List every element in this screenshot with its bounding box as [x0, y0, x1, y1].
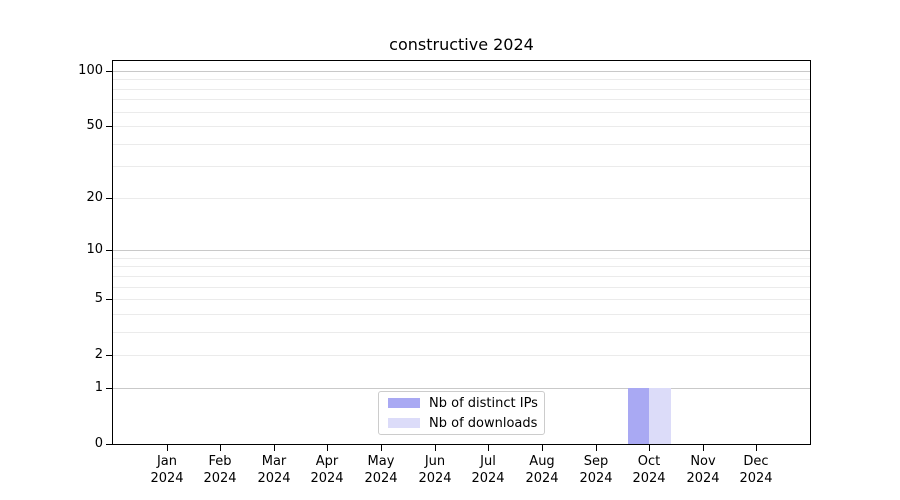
y-axis-tick: [106, 355, 112, 356]
grid-line-minor: [113, 332, 810, 333]
y-axis-tick-label: 100: [78, 63, 103, 78]
x-axis-tick: [327, 445, 328, 451]
bar-layer: [113, 61, 810, 444]
legend-swatch-downloads: [388, 418, 420, 428]
x-axis-tick: [756, 445, 757, 451]
x-axis-tick: [703, 445, 704, 451]
grid-line-minor: [113, 89, 810, 90]
y-axis-tick-label: 20: [86, 190, 103, 205]
grid-line-major: [113, 71, 810, 72]
y-axis-tick-label: 10: [86, 242, 103, 257]
grid-line-minor: [113, 126, 810, 127]
grid-line-minor: [113, 355, 810, 356]
y-axis-tick: [106, 250, 112, 251]
x-axis-tick: [649, 445, 650, 451]
grid-line-minor: [113, 112, 810, 113]
x-axis-tick-label: Dec 2024: [739, 454, 773, 486]
grid-line-minor: [113, 99, 810, 100]
grid-line-minor: [113, 276, 810, 277]
x-axis-tick-label: Sep 2024: [579, 454, 613, 486]
grid-line-minor: [113, 299, 810, 300]
x-axis-tick-label: Feb 2024: [203, 454, 237, 486]
x-axis-tick: [542, 445, 543, 451]
grid-layer: [113, 61, 810, 444]
y-axis-tick-label: 0: [94, 436, 103, 451]
y-axis-tick: [106, 388, 112, 389]
x-axis-tick-label: Mar 2024: [257, 454, 291, 486]
x-axis-tick-label: Apr 2024: [310, 454, 344, 486]
x-axis-tick-label: Jan 2024: [150, 454, 184, 486]
grid-line-minor: [113, 79, 810, 80]
legend-label-distinct-ips: Nb of distinct IPs: [429, 395, 538, 411]
chart-title: constructive 2024: [389, 35, 534, 54]
legend: Nb of distinct IPs Nb of downloads: [378, 391, 545, 435]
x-axis-tick: [167, 445, 168, 451]
y-axis-tick: [106, 299, 112, 300]
grid-line-minor: [113, 144, 810, 145]
y-axis-tick-label: 2: [94, 347, 103, 362]
y-axis-tick: [106, 71, 112, 72]
grid-line-minor: [113, 166, 810, 167]
y-axis-tick: [106, 444, 112, 445]
legend-item-downloads: Nb of downloads: [388, 415, 538, 431]
legend-item-distinct-ips: Nb of distinct IPs: [388, 395, 538, 411]
grid-line-minor: [113, 314, 810, 315]
x-axis-tick-label: May 2024: [364, 454, 398, 486]
y-axis-tick-label: 50: [86, 118, 103, 133]
grid-line-major: [113, 250, 810, 251]
axis-layer: 0 1 2 5 10 20 50 100 Jan 2024 Feb 2024 Mar 2024 Apr…: [78, 61, 810, 486]
x-axis-tick-label: Jun 2024: [418, 454, 452, 486]
bar-nb-of-downloads: [649, 387, 671, 444]
y-axis-tick-label: 5: [94, 291, 103, 306]
x-axis-tick-label: Oct 2024: [632, 454, 666, 486]
grid-line-major: [113, 388, 810, 389]
grid-line-minor: [113, 258, 810, 259]
x-axis-tick: [220, 445, 221, 451]
y-axis-tick: [106, 126, 112, 127]
bar-nb-of-distinct-ips: [627, 387, 650, 444]
x-axis-tick: [274, 445, 275, 451]
x-axis-tick: [435, 445, 436, 451]
y-axis-tick-label: 1: [94, 380, 103, 395]
x-axis-tick-label: Aug 2024: [525, 454, 559, 486]
x-axis-tick-label: Jul 2024: [471, 454, 505, 486]
grid-line-minor: [113, 287, 810, 288]
x-axis-tick-label: Nov 2024: [686, 454, 720, 486]
grid-line-minor: [113, 266, 810, 267]
x-axis-tick: [596, 445, 597, 451]
x-axis-tick: [381, 445, 382, 451]
legend-label-downloads: Nb of downloads: [429, 415, 538, 431]
plot-area: 0 1 2 5 10 20 50 100 Jan 2024 Feb 2024 Mar 2024 Apr…: [78, 60, 811, 486]
legend-swatch-distinct-ips: [388, 398, 420, 408]
grid-line-minor: [113, 198, 810, 199]
y-axis-tick: [106, 198, 112, 199]
x-axis-tick: [488, 445, 489, 451]
